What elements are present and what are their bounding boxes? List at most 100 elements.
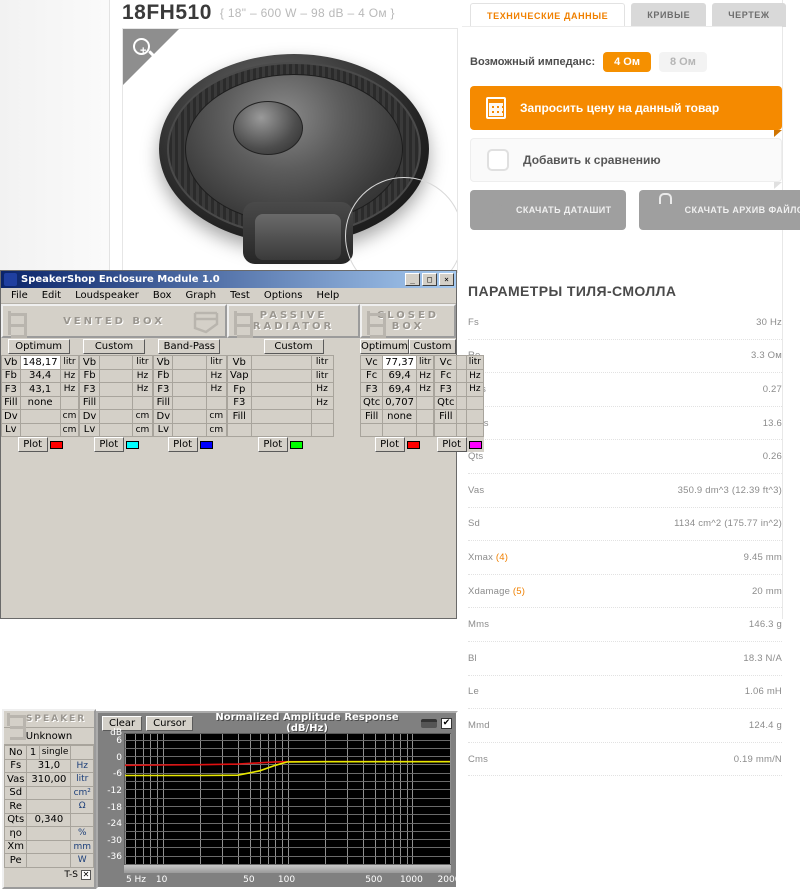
param-value[interactable]: [26, 839, 72, 854]
button-band-pass[interactable]: Band-Pass: [158, 339, 221, 354]
compare-checkbox[interactable]: [487, 149, 509, 171]
menu-item-box[interactable]: Box: [152, 290, 172, 301]
param-value[interactable]: [98, 409, 133, 424]
param-value[interactable]: 34,4: [19, 368, 61, 383]
param-value[interactable]: 77,37: [382, 355, 417, 370]
menu-bar[interactable]: File Edit Loudspeaker Box Graph Test Options He…: [1, 288, 456, 304]
param-value[interactable]: 148,17: [19, 355, 61, 370]
plot-button-label[interactable]: Plot: [93, 437, 124, 452]
param-value[interactable]: [19, 422, 61, 437]
menu-item-loudspeaker[interactable]: Loudspeaker: [75, 290, 139, 301]
param-value[interactable]: 310,00: [26, 772, 72, 787]
parameter-grid[interactable]: Vb litr Fb Hz F3 Hz Fill Dv cm Lv cm Plot: [153, 355, 228, 452]
param-value[interactable]: [456, 355, 467, 370]
plot-button[interactable]: Plot: [82, 437, 151, 452]
button-custom[interactable]: Custom: [408, 339, 456, 354]
param-value[interactable]: [456, 368, 467, 383]
plot-button[interactable]: Plot: [230, 437, 332, 452]
param-value[interactable]: 0,707: [382, 395, 417, 410]
close-button[interactable]: ×: [439, 273, 454, 286]
panel-buttons[interactable]: Custom: [227, 338, 360, 355]
panel-buttons[interactable]: Optimum Custom: [360, 338, 456, 355]
param-value[interactable]: [250, 382, 312, 397]
param-value[interactable]: 69,4: [382, 368, 417, 383]
plot-button-label[interactable]: Plot: [257, 437, 288, 452]
product-image[interactable]: +: [122, 28, 458, 273]
param-value[interactable]: [26, 799, 72, 814]
param-value[interactable]: [172, 395, 207, 410]
param-value[interactable]: [172, 422, 207, 437]
parameter-grid[interactable]: Vb 148,17 litr Fb 34,4 Hz F3 43,1 Hz Fill none Dv cm…: [1, 355, 80, 452]
plot-button[interactable]: Plot: [363, 437, 432, 452]
param-value[interactable]: 1: [26, 745, 40, 760]
param-value[interactable]: [250, 422, 312, 437]
parameter-grid[interactable]: Vb litr Fb Hz F3 Hz Fill Dv cm Lv cm Plot: [79, 355, 154, 452]
param-value[interactable]: 69,4: [382, 382, 417, 397]
button-optimum[interactable]: Optimum: [360, 339, 409, 354]
param-value[interactable]: [98, 395, 133, 410]
param-value[interactable]: [456, 395, 467, 410]
param-value[interactable]: [98, 355, 133, 370]
button-custom[interactable]: Custom: [82, 339, 145, 354]
plot-color-swatch[interactable]: [468, 440, 482, 449]
parameter-grid[interactable]: Vc litr Fc Hz F3 Hz Qtc Fill Plot: [434, 355, 485, 452]
graph-cursor-button[interactable]: Cursor: [146, 715, 194, 731]
graph-checkbox[interactable]: ✔: [441, 717, 452, 729]
menu-item-help[interactable]: Help: [316, 290, 340, 301]
param-value[interactable]: [456, 382, 467, 397]
download-datasheet-button[interactable]: СКАЧАТЬ ДАТАШИТ: [470, 190, 626, 230]
param-value[interactable]: [98, 422, 133, 437]
graph-plot-area[interactable]: [124, 733, 451, 865]
param-value[interactable]: 43,1: [19, 382, 61, 397]
param-value[interactable]: [456, 422, 467, 437]
window-title-bar[interactable]: SpeakerShop Enclosure Module 1.0 _ □ ×: [1, 271, 456, 288]
menu-item-edit[interactable]: Edit: [41, 290, 62, 301]
request-price-button[interactable]: Запросить цену на данный товар: [470, 86, 782, 130]
plot-color-swatch[interactable]: [406, 440, 420, 449]
param-value[interactable]: none: [19, 395, 61, 410]
speaker-parameter-grid[interactable]: No 1 single Fs 31,0 Hz Vas 310,00 litr Sd cm² Re Ω Qt…: [3, 745, 94, 868]
param-value[interactable]: [98, 368, 133, 383]
add-to-compare-button[interactable]: Добавить к сравнению: [470, 138, 782, 182]
param-value[interactable]: [250, 409, 312, 424]
menu-item-test[interactable]: Test: [230, 290, 250, 301]
parameter-grid[interactable]: Vc 77,37 litr Fc 69,4 Hz F3 69,4 Hz Qtc 0,707 Fill n…: [359, 355, 435, 452]
plot-button[interactable]: Plot: [436, 437, 482, 452]
plot-color-swatch[interactable]: [289, 440, 303, 449]
zoom-corner[interactable]: [123, 29, 179, 85]
param-value[interactable]: [382, 422, 417, 437]
param-value[interactable]: 0,340: [26, 812, 72, 827]
maximize-button[interactable]: □: [422, 273, 437, 286]
plot-button-label[interactable]: Plot: [436, 437, 467, 452]
param-value[interactable]: [250, 368, 312, 383]
graph-hscrollbar[interactable]: [124, 865, 451, 873]
button-optimum[interactable]: Optimum: [7, 339, 70, 354]
param-value[interactable]: [172, 368, 207, 383]
ts-toggle-checkbox[interactable]: ✕: [81, 869, 91, 880]
menu-item-file[interactable]: File: [11, 290, 28, 301]
impedance-option-8ohm[interactable]: 8 Ом: [659, 52, 707, 72]
param-value[interactable]: [19, 409, 61, 424]
plot-button[interactable]: Plot: [156, 437, 225, 452]
param-value[interactable]: none: [382, 409, 417, 424]
plot-button-label[interactable]: Plot: [17, 437, 48, 452]
button-custom[interactable]: Custom: [263, 339, 324, 354]
plot-button[interactable]: Plot: [4, 437, 77, 452]
param-value[interactable]: [172, 382, 207, 397]
impedance-option-4ohm[interactable]: 4 Ом: [603, 52, 651, 72]
tab-bar[interactable]: ТЕХНИЧЕСКИЕ ДАННЫЕ КРИВЫЕ ЧЕРТЕЖ: [470, 3, 786, 27]
plot-color-swatch[interactable]: [125, 440, 139, 449]
magnifier-plus-icon[interactable]: +: [133, 38, 150, 56]
param-value[interactable]: [250, 395, 312, 410]
impedance-selector[interactable]: Возможный импеданс: 4 Ом 8 Ом: [470, 52, 707, 72]
param-value[interactable]: [172, 355, 207, 370]
tab-drawing[interactable]: ЧЕРТЕЖ: [712, 3, 786, 27]
param-value[interactable]: [456, 409, 467, 424]
panel-buttons[interactable]: Optimum Custom Band-Pass: [1, 338, 227, 355]
menu-item-graph[interactable]: Graph: [185, 290, 217, 301]
param-value[interactable]: 31,0: [26, 758, 72, 773]
param-value[interactable]: [26, 826, 72, 841]
tab-curves[interactable]: КРИВЫЕ: [631, 3, 707, 27]
tab-technical-data[interactable]: ТЕХНИЧЕСКИЕ ДАННЫЕ: [470, 3, 626, 27]
speaker-panel-footer[interactable]: T-S ✕: [4, 868, 94, 882]
